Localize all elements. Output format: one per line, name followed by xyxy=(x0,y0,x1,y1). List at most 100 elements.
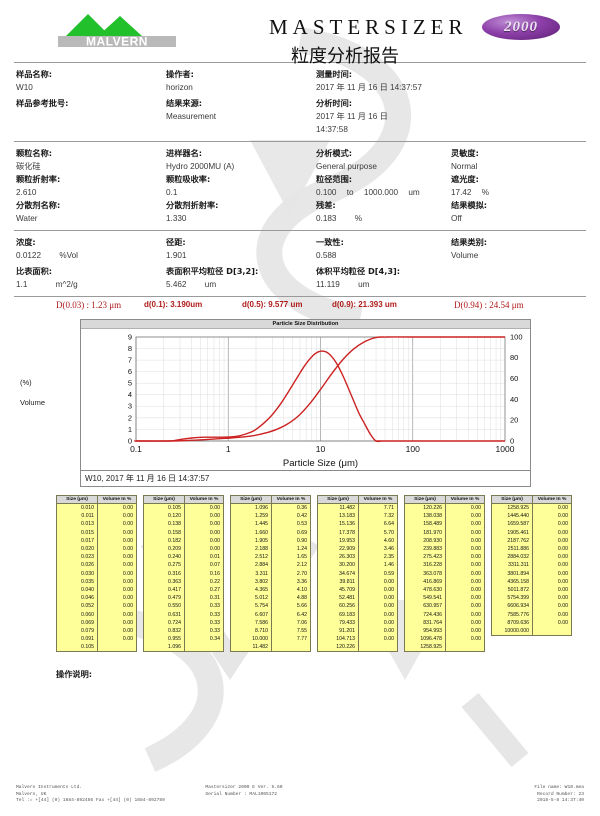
table-row: 1.096 0.36 xyxy=(230,503,311,513)
cell-size: 0.479 xyxy=(143,594,185,603)
cell-size: 34.674 xyxy=(317,569,359,578)
table-row: 1258.925 0.00 xyxy=(491,503,572,513)
table-row: 30.200 1.46 xyxy=(317,561,398,570)
cell-size: 79.433 xyxy=(317,618,359,627)
table-row: 2884.032 0.00 xyxy=(491,553,572,562)
percentile-4: D(0.94) : 24.54 μm xyxy=(454,300,524,310)
svg-text:0: 0 xyxy=(510,436,514,445)
table-row: 104.713 0.00 xyxy=(317,635,398,644)
cell-volume: 0.00 xyxy=(383,578,394,585)
cell-size: 0.040 xyxy=(56,585,98,595)
cell-size: 1445.440 xyxy=(491,512,533,521)
table-row: 0.079 0.00 xyxy=(56,626,137,635)
cell-size: 1096.478 xyxy=(404,635,446,644)
svg-text:60: 60 xyxy=(510,374,518,383)
particle-info-block: 颗粒名称: 碳化硅 颗粒折射率: 2.610 分散剂名称: Water 进样器名… xyxy=(14,142,586,230)
table-row: 0.417 0.27 xyxy=(143,585,224,595)
d43-label: 体积平均粒径 D[4,3]: xyxy=(316,266,401,276)
col-header-volume: Volume In % xyxy=(184,495,224,504)
table-row: 138.038 0.00 xyxy=(404,512,485,521)
cell-size: 52.481 xyxy=(317,594,359,603)
cell-size: 0.015 xyxy=(56,528,98,537)
svg-text:0: 0 xyxy=(128,436,132,445)
specific-area-value: 1.1 xyxy=(16,280,28,289)
cell-size: 0.013 xyxy=(56,520,98,529)
cell-size: 0.011 xyxy=(56,512,98,521)
cell-size: 120.226 xyxy=(404,503,446,513)
uniformity-value: 0.588 xyxy=(316,251,337,260)
footer-company: Malvern Instruments Ltd. Malvern, UK Tel :… xyxy=(16,785,205,805)
table-row: 0.158 0.00 xyxy=(143,528,224,537)
sample-name-cell: 样品名称: W10 样品参考批号: xyxy=(14,68,164,136)
table-row: 13.183 7.32 xyxy=(317,512,398,521)
measure-time-value: 2017 年 11 月 16 日 14:37:57 xyxy=(316,83,422,92)
cell-size: 831.764 xyxy=(404,618,446,627)
table-row: 316.228 0.00 xyxy=(404,561,485,570)
svg-text:100: 100 xyxy=(510,332,523,341)
d32-value: 5.462 xyxy=(166,280,187,289)
table-row: 0.955 0.34 xyxy=(143,635,224,644)
cell-size: 724.436 xyxy=(404,610,446,619)
cell-volume: 0.00 xyxy=(122,537,133,544)
data-table-column-4: Size (μm) Volume In % 120.226 0.00 138.038 0.… xyxy=(404,495,485,653)
analysis-time-label: 分析时间: xyxy=(316,98,353,108)
cell-volume: 0.00 xyxy=(122,521,133,528)
cell-volume: 0.00 xyxy=(122,513,133,520)
cell-volume: 0.16 xyxy=(209,570,220,577)
span-label: 径距: xyxy=(166,237,186,247)
svg-text:5: 5 xyxy=(128,379,132,388)
table-row: 0.040 0.00 xyxy=(56,585,137,595)
table-row: 0.046 0.00 xyxy=(56,594,137,603)
table-row: 0.030 0.00 xyxy=(56,569,137,578)
cell-volume: 1.24 xyxy=(296,546,307,553)
table-row: 3.311 2.70 xyxy=(230,569,311,578)
cell-size: 239.883 xyxy=(404,544,446,554)
table-row: 0.138 0.00 xyxy=(143,520,224,529)
size-range-unit: um xyxy=(408,188,420,197)
table-row: 1.660 0.69 xyxy=(230,528,311,537)
cell-size: 8709.636 xyxy=(491,618,533,627)
cell-volume: 0.00 xyxy=(470,636,481,643)
cell-size: 5.012 xyxy=(230,594,272,603)
particle-ri-value: 2.610 xyxy=(16,188,37,197)
svg-text:8: 8 xyxy=(128,344,132,353)
table-row: 158.489 0.00 xyxy=(404,520,485,529)
table-row: 630.957 0.00 xyxy=(404,602,485,611)
cell-volume: 0.00 xyxy=(122,529,133,536)
specific-area-value-row: 1.1 m^2/g xyxy=(16,278,162,291)
size-range-value: 0.100 to 1000.000 um xyxy=(316,186,447,199)
cell-volume: 0.00 xyxy=(557,619,568,626)
table-row: 181.970 0.00 xyxy=(404,528,485,537)
cell-volume: 0.00 xyxy=(557,537,568,544)
cell-volume: 0.00 xyxy=(383,586,394,593)
data-table-column-3: Size (μm) Volume In % 11.482 7.71 13.183 7.32… xyxy=(317,495,398,653)
cell-size: 7.586 xyxy=(230,618,272,627)
size-range-to: 1000.000 xyxy=(363,188,399,197)
cell-volume: 0.07 xyxy=(209,562,220,569)
specific-area-label: 比表面积: xyxy=(16,266,53,276)
footer-line: 2018-5-8 14:37:40 xyxy=(537,798,584,804)
cell-size: 0.550 xyxy=(143,602,185,611)
table-row: 2187.762 0.00 xyxy=(491,536,572,545)
cell-volume: 0.00 xyxy=(557,505,568,512)
cell-volume: 0.00 xyxy=(557,570,568,577)
cell-volume: 7.32 xyxy=(383,513,394,520)
cell-size: 15.136 xyxy=(317,520,359,529)
cell-size: 2884.032 xyxy=(491,553,533,562)
cell-volume: 0.00 xyxy=(470,619,481,626)
cell-volume: 0.00 xyxy=(209,537,220,544)
concentration-value: 0.0122 xyxy=(16,251,42,260)
cell-volume: 4.10 xyxy=(296,586,307,593)
svg-text:Particle Size (μm): Particle Size (μm) xyxy=(283,458,358,469)
cell-volume xyxy=(533,627,572,636)
cell-volume: 0.00 xyxy=(470,562,481,569)
svg-text:3: 3 xyxy=(128,402,132,411)
cell-volume: 0.00 xyxy=(122,595,133,602)
cell-size: 0.724 xyxy=(143,618,185,627)
cell-size: 0.158 xyxy=(143,528,185,537)
cell-volume: 0.90 xyxy=(296,537,307,544)
table-row: 0.069 0.00 xyxy=(56,618,137,627)
cell-size: 0.091 xyxy=(56,635,98,644)
cell-size: 0.417 xyxy=(143,585,185,595)
